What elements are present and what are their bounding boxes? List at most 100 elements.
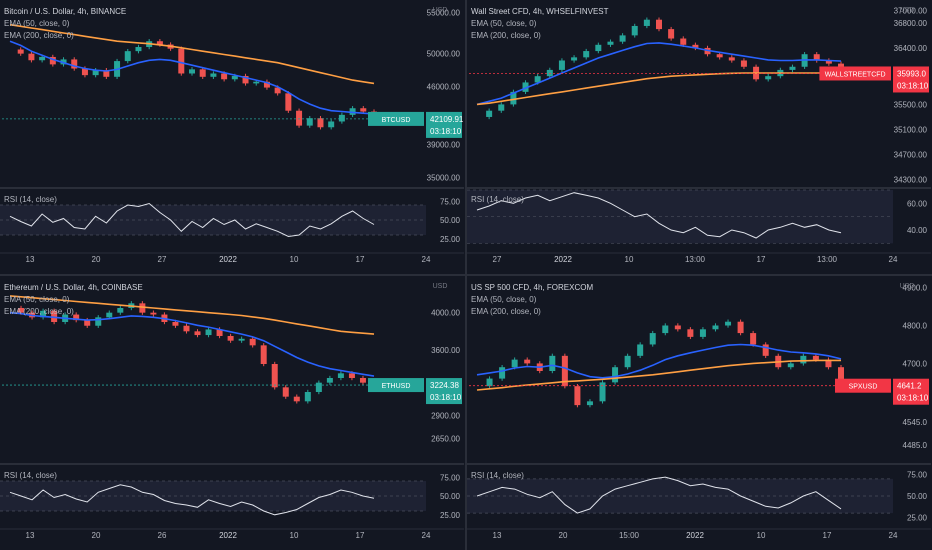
candle (643, 19, 650, 26)
candle (338, 114, 345, 122)
candle (150, 312, 157, 315)
candle (84, 320, 91, 326)
chart-title[interactable]: Bitcoin / U.S. Dollar, 4h, BINANCE (4, 7, 126, 16)
candle (486, 378, 493, 387)
time-tick-label: 27 (493, 255, 502, 264)
rsi-tick-label: 50.00 (907, 492, 928, 501)
price-tick-label: 35000.00 (427, 174, 461, 183)
chart-svg: 37000.00 36800.00 36400.00 35500.00 35100.00… (467, 0, 931, 273)
panel-divider-horizontal[interactable] (0, 274, 932, 276)
candle (349, 108, 356, 115)
price-axis-area[interactable] (893, 276, 931, 549)
candle (825, 359, 832, 368)
candle (274, 87, 281, 94)
candle (740, 60, 747, 67)
legend-ema200[interactable]: EMA (200, close, 0) (471, 31, 541, 40)
time-tick-label: 15:00 (619, 531, 640, 540)
legend-ema50[interactable]: EMA (50, close, 0) (471, 19, 537, 28)
candle (546, 69, 553, 77)
candle (253, 81, 260, 84)
time-tick-label: 13:00 (685, 255, 706, 264)
candle (656, 19, 662, 30)
price-tick-label: 34700.00 (894, 151, 928, 160)
candle (242, 75, 249, 84)
rsi-legend[interactable]: RSI (14, close) (471, 471, 524, 480)
candle (728, 57, 735, 61)
time-tick-label: 20 (92, 255, 101, 264)
chart-panel-spx[interactable]: 4900.0 4800.0 4700.0 4545.0 4485.0 USD SPXUSD 4… (467, 276, 931, 549)
candle (787, 363, 794, 368)
current-price-value: 4641.2 (897, 382, 922, 391)
price-axis-area[interactable] (893, 0, 931, 273)
candle (624, 355, 631, 368)
candle (599, 382, 606, 402)
candle (348, 373, 355, 378)
legend-ema50[interactable]: EMA (50, close, 0) (4, 295, 70, 304)
time-tick-label: 2022 (219, 255, 237, 264)
rsi-legend[interactable]: RSI (14, close) (4, 471, 57, 480)
price-tick-label: 36800.00 (894, 19, 928, 28)
candle (117, 308, 124, 313)
rsi-tick-label: 50.00 (440, 216, 461, 225)
candle (549, 355, 556, 371)
current-price-badge (893, 378, 929, 405)
candle (765, 76, 772, 80)
chart-panel-eth[interactable]: 4000.00 3600.00 2900.00 2650.00 USD ETHUSD 322… (0, 276, 464, 549)
chart-panel-dji[interactable]: 37000.00 36800.00 36400.00 35500.00 35100.00… (467, 0, 931, 273)
price-axis-unit: USD (433, 283, 448, 290)
candle (486, 110, 493, 117)
candle (92, 70, 99, 76)
candle (282, 387, 289, 397)
legend-ema50[interactable]: EMA (50, close, 0) (4, 19, 70, 28)
candle (499, 367, 506, 379)
price-tick-label: 36400.00 (894, 44, 928, 53)
price-tick-label: 46000.00 (427, 83, 461, 92)
price-tick-label: 37000.00 (894, 6, 928, 15)
candle (210, 73, 217, 77)
time-tick-label: 27 (158, 255, 167, 264)
legend-ema200[interactable]: EMA (200, close, 0) (4, 307, 74, 316)
time-tick-label: 24 (422, 255, 431, 264)
rsi-tick-label: 75.00 (440, 473, 461, 482)
time-tick-label: 24 (889, 255, 898, 264)
candle (524, 359, 531, 364)
price-axis-area[interactable] (426, 276, 464, 549)
candle (156, 41, 163, 45)
candle (716, 54, 723, 58)
candle (317, 118, 324, 128)
chart-panel-btc[interactable]: 55000.00 50000.00 46000.00 39000.00 35000.00… (0, 0, 464, 273)
rsi-legend[interactable]: RSI (14, close) (4, 195, 57, 204)
current-price-badge (893, 66, 929, 93)
candle (326, 378, 333, 383)
price-tick-label: 4900.0 (903, 284, 928, 293)
candle (260, 345, 267, 364)
candle (583, 51, 590, 58)
chart-title[interactable]: Ethereum / U.S. Dollar, 4h, COINBASE (4, 283, 143, 292)
bar-countdown: 03:18:10 (897, 394, 929, 403)
candle (304, 392, 311, 402)
legend-ema200[interactable]: EMA (200, close, 0) (4, 31, 74, 40)
chart-title[interactable]: Wall Street CFD, 4h, WHSELFINVEST (471, 7, 609, 16)
candle (28, 53, 35, 61)
legend-ema50[interactable]: EMA (50, close, 0) (471, 295, 537, 304)
candle (172, 322, 179, 326)
price-tick-label: 35500.00 (894, 100, 928, 109)
candle (199, 69, 206, 77)
rsi-legend[interactable]: RSI (14, close) (471, 195, 524, 204)
legend-ema200[interactable]: EMA (200, close, 0) (471, 307, 541, 316)
candle (649, 333, 656, 345)
ema50-line (9, 311, 375, 377)
candle (39, 56, 46, 61)
time-tick-label: 17 (757, 255, 766, 264)
chart-title[interactable]: US SP 500 CFD, 4h, FOREXCOM (471, 283, 593, 292)
rsi-tick-label: 75.00 (907, 471, 928, 480)
candle (498, 104, 505, 111)
current-price-value: 35993.0 (897, 69, 926, 78)
candle (183, 325, 190, 332)
candle (296, 110, 303, 126)
candle (293, 396, 300, 402)
candle (838, 367, 844, 386)
time-tick-label: 20 (92, 531, 101, 540)
price-tick-label: 34300.00 (894, 176, 928, 185)
time-tick-label: 10 (290, 255, 299, 264)
